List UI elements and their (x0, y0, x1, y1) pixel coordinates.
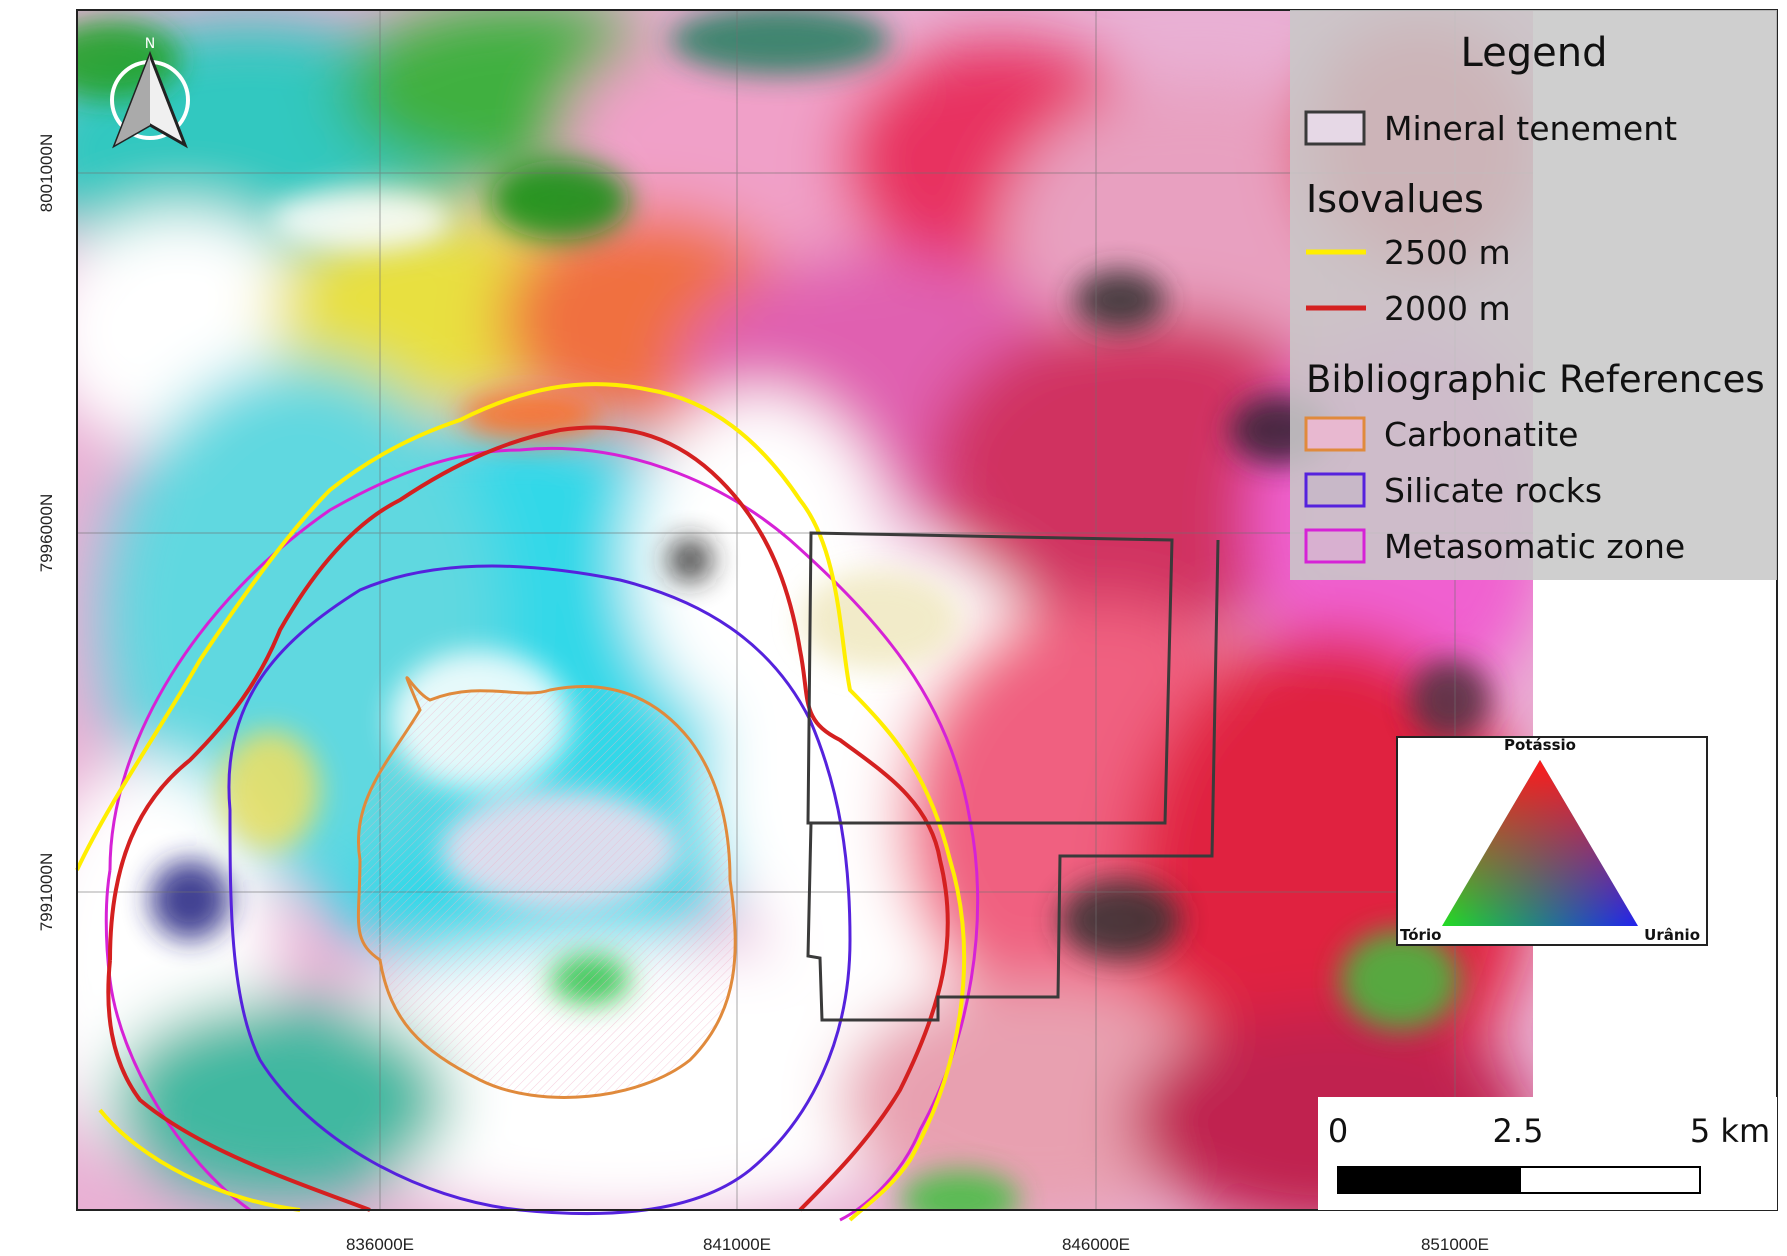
legend-iso-2000-label: 2000 m (1384, 289, 1511, 328)
scale-label-mid: 2.5 (1493, 1112, 1544, 1150)
legend-title: Legend (1461, 30, 1608, 76)
y-label-7991000: 7991000N (37, 853, 56, 931)
north-arrow-label: N (145, 36, 155, 52)
ternary-top-label: Potássio (1504, 736, 1576, 754)
legend-tenement-label: Mineral tenement (1384, 109, 1677, 148)
scale-label-end: 5 km (1690, 1112, 1770, 1150)
legend-iso-2500-label: 2500 m (1384, 233, 1511, 272)
legend-carbonatite-label: Carbonatite (1384, 415, 1578, 454)
ternary-right-label: Urânio (1644, 926, 1700, 944)
iso-2000-line (106, 425, 950, 1212)
ternary-left-label: Tório (1400, 926, 1441, 944)
scale-bar-white (1519, 1166, 1701, 1194)
x-axis-labels: 836000E 841000E 846000E 851000E (346, 1235, 1489, 1254)
legend-panel: Legend Mineral tenement Isovalues 2500 m… (1290, 10, 1777, 580)
legend-background (1290, 10, 1777, 580)
tenement-block-north (806, 531, 1174, 825)
legend-refs-title: Bibliographic References (1306, 358, 1765, 401)
x-label-836000: 836000E (346, 1235, 414, 1254)
x-label-851000: 851000E (1421, 1235, 1489, 1254)
legend-tenement-swatch (1304, 110, 1366, 146)
tenement-block-south (806, 539, 1220, 1022)
legend-silicate-label: Silicate rocks (1384, 471, 1602, 510)
ternary-legend: Potássio Tório Urânio (1396, 736, 1708, 946)
map-frame (76, 9, 1778, 1211)
carbonatite-outline (356, 676, 737, 1099)
ternary-triangle-top (1442, 760, 1638, 926)
scale-bar-black (1337, 1166, 1521, 1194)
y-axis-labels: 8001000N 7996000N 7991000N (37, 134, 56, 931)
legend-metasomatic-label: Metasomatic zone (1384, 527, 1685, 566)
y-label-8001000: 8001000N (37, 134, 56, 212)
iso-2500-line (75, 382, 967, 1222)
x-label-846000: 846000E (1062, 1235, 1130, 1254)
legend-silicate-swatch (1304, 472, 1366, 508)
y-label-7996000: 7996000N (37, 494, 56, 572)
legend-metasomatic-swatch (1304, 528, 1366, 564)
silicate-outline (227, 564, 852, 1216)
x-label-841000: 841000E (703, 1235, 771, 1254)
legend-carbonatite-swatch (1304, 416, 1366, 452)
scale-bar: 0 2.5 5 km (1318, 1097, 1777, 1210)
legend-isovalues-title: Isovalues (1306, 177, 1484, 221)
mineral-tenement (806, 531, 1220, 1022)
scale-label-0: 0 (1328, 1112, 1348, 1150)
north-arrow: N (110, 36, 190, 149)
